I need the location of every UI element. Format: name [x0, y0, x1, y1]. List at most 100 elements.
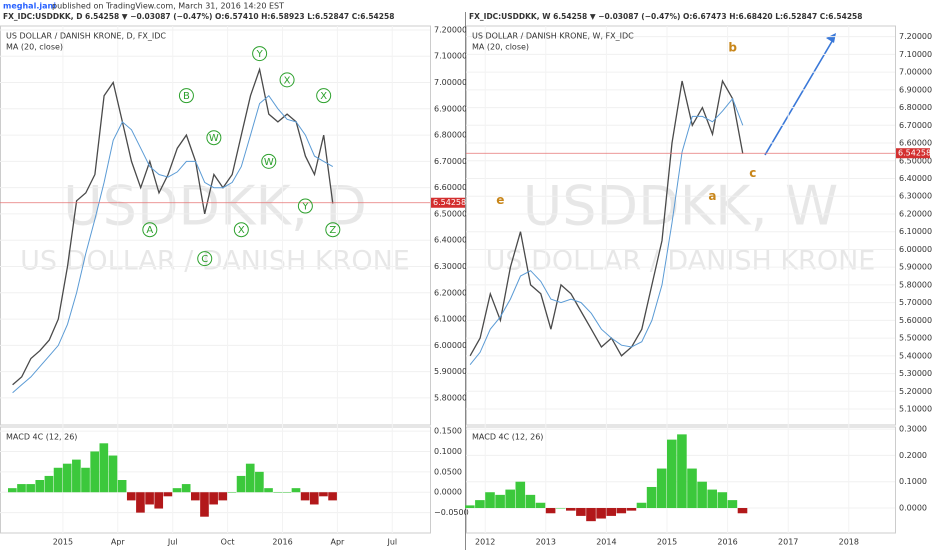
- macd-bar: [282, 492, 292, 493]
- wave-label: Y: [301, 202, 309, 213]
- ma-line: [12, 94, 334, 394]
- projection-arrow: [764, 37, 835, 156]
- pane-label: MACD 4C (12, 26): [472, 433, 543, 442]
- macd-bar: [707, 489, 717, 509]
- symbol-header: FX_IDC:USDDKK, W 6.54258 ▼ −0.03087 (−0.…: [469, 12, 862, 21]
- macd-bar: [717, 492, 728, 509]
- y-tick-label: 6.90000: [899, 85, 932, 94]
- y-tick-label: 7.00000: [434, 78, 467, 87]
- wave-label: b: [728, 40, 737, 54]
- macd-bar: [154, 492, 164, 509]
- wave-label: a: [708, 189, 716, 203]
- macd-bar: [300, 492, 310, 501]
- y-tick-label: 6.30000: [899, 192, 932, 201]
- x-tick-label: Oct: [221, 538, 235, 547]
- macd-bar: [62, 463, 72, 493]
- macd-bar: [586, 508, 596, 522]
- wave-label: W: [264, 157, 274, 168]
- macd-bar: [245, 463, 255, 493]
- macd-bar: [555, 508, 566, 509]
- y-tick-label: 5.50000: [899, 334, 932, 343]
- macd-bar: [81, 467, 90, 493]
- macd-bar: [255, 471, 264, 493]
- watermark-name: US DOLLAR / DANISH KRONE: [20, 246, 410, 277]
- macd-bar: [8, 488, 17, 493]
- price-pane: [466, 25, 896, 426]
- author[interactable]: meghal.jani: [3, 2, 56, 11]
- macd-bar: [545, 508, 556, 514]
- wave-circle: [325, 222, 341, 238]
- wave-label: C: [201, 254, 208, 265]
- macd-bar: [697, 481, 707, 509]
- x-tick-label: 2016: [272, 538, 292, 547]
- macd-bar: [626, 508, 637, 511]
- macd-bar: [646, 486, 657, 509]
- wave-circle: [178, 88, 194, 104]
- macd-pane: [466, 426, 896, 534]
- macd-bar: [163, 492, 173, 497]
- wave-label: Z: [329, 225, 336, 236]
- wave-circle: [206, 130, 222, 146]
- x-tick-label: 2013: [536, 538, 556, 547]
- y-tick-label: 5.60000: [899, 316, 932, 325]
- macd-pane: [0, 426, 431, 534]
- ma-line: [469, 97, 744, 366]
- watermark-symbol: USDDKK, W: [523, 175, 839, 238]
- y-tick-label: 6.60000: [434, 183, 467, 192]
- macd-bar: [264, 488, 273, 493]
- macd-bar: [727, 500, 738, 509]
- macd-bar: [35, 480, 45, 493]
- wave-label: Y: [256, 49, 264, 60]
- macd-bar: [656, 468, 667, 509]
- x-tick-label: Jul: [167, 538, 178, 547]
- wave-circle: [316, 88, 332, 104]
- wave-circle: [142, 222, 158, 238]
- x-tick-label: 2012: [475, 538, 495, 547]
- price-line: [12, 66, 334, 386]
- wave-circle: [252, 46, 268, 62]
- y-tick-label: 5.80000: [434, 393, 467, 402]
- macd-bar: [17, 484, 26, 493]
- wave-circle: [297, 198, 313, 214]
- y-tick-label: 6.50000: [434, 209, 467, 218]
- published: published on TradingView.com, March 31, …: [52, 2, 284, 11]
- y-tick-label: 6.50000: [899, 156, 932, 165]
- y-tick-label: 6.30000: [434, 262, 467, 271]
- y2-tick-label: 0.0500: [434, 467, 462, 476]
- last-price-tag: [896, 148, 930, 159]
- indicator-label: MA (20, close): [472, 43, 529, 52]
- macd-bar: [515, 481, 526, 509]
- series-label: US DOLLAR / DANISH KRONE, D, FX_IDC: [6, 32, 166, 41]
- macd-bar: [475, 500, 485, 509]
- macd-bar: [465, 505, 475, 509]
- macd-bar: [108, 455, 118, 493]
- last-price-tag: [431, 197, 465, 208]
- y-tick-label: 6.40000: [899, 174, 932, 183]
- wave-label: B: [183, 91, 190, 102]
- macd-bar: [535, 502, 546, 509]
- wave-circle: [197, 251, 213, 267]
- macd-bar: [576, 508, 586, 516]
- y-tick-label: 6.60000: [899, 139, 932, 148]
- wave-label: X: [238, 225, 245, 236]
- y-tick-label: 6.80000: [899, 103, 932, 112]
- y-tick-label: 7.20000: [434, 25, 467, 34]
- macd-bar: [172, 488, 182, 493]
- macd-bar: [126, 492, 136, 501]
- x-tick-label: 2015: [657, 538, 677, 547]
- wave-label: X: [320, 91, 327, 102]
- y-tick-label: 7.10000: [899, 50, 932, 59]
- x-tick-label: 2015: [53, 538, 73, 547]
- y-tick-label: 5.70000: [899, 298, 932, 307]
- macd-bar: [291, 488, 301, 493]
- macd-bar: [495, 494, 505, 509]
- watermark-name: US DOLLAR / DANISH KRONE: [486, 246, 876, 277]
- y-tick-label: 6.10000: [434, 315, 467, 324]
- x-tick-label: 2018: [839, 538, 859, 547]
- wave-label: W: [209, 133, 219, 144]
- macd-bar: [72, 459, 81, 493]
- wave-circle: [233, 222, 249, 238]
- y-tick-label: 6.90000: [434, 104, 467, 113]
- wave-label: A: [146, 225, 153, 236]
